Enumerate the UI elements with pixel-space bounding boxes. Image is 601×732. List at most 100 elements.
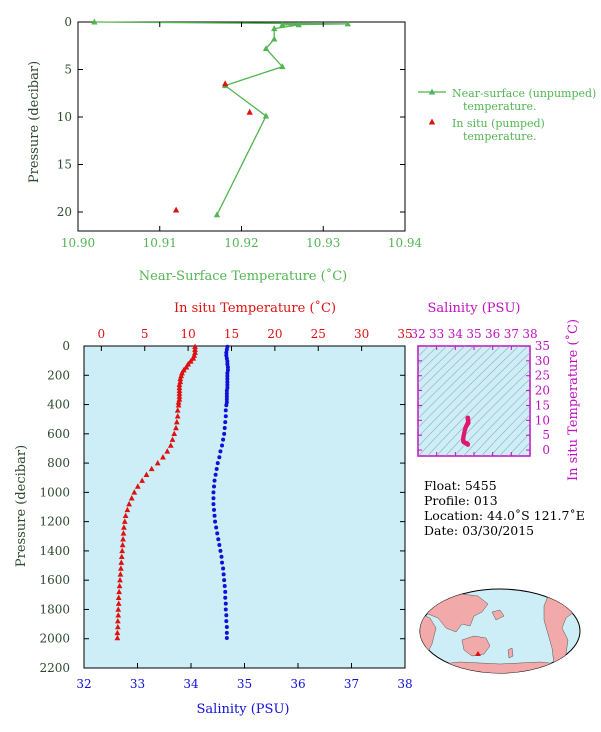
near-surface-point bbox=[279, 63, 286, 70]
near-surface-xtick-label: 10.93 bbox=[306, 236, 340, 250]
salinity-point bbox=[225, 376, 230, 381]
salinity-tick-label: 34 bbox=[183, 677, 199, 691]
temperature-point bbox=[143, 471, 150, 478]
in-situ-point bbox=[222, 80, 229, 87]
salinity-tick-label: 35 bbox=[237, 677, 252, 691]
near-surface-point bbox=[344, 20, 351, 27]
salinity-tick-label: 36 bbox=[290, 677, 305, 691]
temperature-point bbox=[164, 448, 171, 454]
ts-xtick-label: 34 bbox=[448, 327, 464, 341]
pressure-tick-label: 400 bbox=[47, 398, 70, 412]
ts-plot-area bbox=[417, 345, 531, 457]
salinity-point bbox=[222, 425, 227, 430]
near-surface-xlabel: Near-Surface Temperature (˚C) bbox=[139, 268, 347, 284]
density-isoline bbox=[418, 346, 511, 438]
near-surface-ytick-label: 0 bbox=[64, 15, 72, 29]
temperature-tick-label: 10 bbox=[180, 327, 195, 341]
temperature-tick-label: 30 bbox=[354, 327, 369, 341]
legend-label-near-surface: Near-surface (unpumped) bbox=[452, 87, 596, 100]
salinity-point bbox=[224, 350, 229, 355]
temperature-point bbox=[126, 500, 132, 507]
ts-ytick-label: 35 bbox=[535, 339, 550, 353]
salinity-point bbox=[211, 502, 216, 507]
salinity-point bbox=[222, 431, 227, 436]
temperature-point bbox=[183, 364, 190, 370]
temperature-point bbox=[176, 387, 183, 393]
ts-xlabel: Salinity (PSU) bbox=[428, 301, 521, 316]
ts-points bbox=[460, 415, 471, 447]
salinity-point bbox=[216, 537, 221, 542]
salinity-point bbox=[222, 578, 227, 583]
salinity-point bbox=[224, 625, 229, 630]
legend-label-in-situ-2: temperature. bbox=[463, 130, 537, 143]
temperature-point bbox=[176, 390, 183, 396]
salinity-point bbox=[222, 584, 227, 589]
temperature-point bbox=[119, 541, 126, 548]
float-info: Float: 5455 Profile: 013 Location: 44.0˚… bbox=[424, 478, 585, 538]
salinity-point bbox=[215, 531, 220, 536]
near-surface-xtick-label: 10.90 bbox=[61, 236, 95, 250]
temperature-point bbox=[192, 343, 198, 349]
near-surface-point bbox=[262, 45, 270, 52]
near-surface-point bbox=[279, 21, 286, 28]
pressure-tick-label: 1200 bbox=[39, 515, 70, 529]
temperature-point bbox=[128, 495, 135, 501]
temperature-point bbox=[120, 530, 127, 536]
float-location-marker bbox=[475, 651, 481, 656]
salinity-point bbox=[225, 371, 230, 376]
temperature-point bbox=[174, 413, 181, 419]
temperature-point bbox=[154, 459, 161, 466]
near-surface-point bbox=[91, 18, 98, 25]
temperature-point bbox=[118, 559, 125, 565]
salinity-point bbox=[213, 472, 218, 477]
near-surface-xtick-label: 10.92 bbox=[224, 236, 258, 250]
ts-ylabel: In situ Temperature (˚C) bbox=[565, 319, 581, 481]
pressure-tick-label: 1000 bbox=[39, 485, 70, 499]
salinity-point bbox=[214, 466, 219, 471]
temperature-point bbox=[173, 424, 179, 431]
density-isoline bbox=[463, 387, 530, 456]
ts-point bbox=[465, 442, 471, 447]
pressure-tick-label: 2000 bbox=[39, 632, 70, 646]
salinity-point bbox=[223, 408, 228, 413]
temperature-point bbox=[174, 407, 181, 413]
temperature-tick-label: 15 bbox=[224, 327, 239, 341]
near-surface-ytick-label: 20 bbox=[57, 205, 72, 219]
location-map bbox=[419, 588, 581, 674]
salinity-point bbox=[225, 359, 230, 364]
salinity-point bbox=[212, 507, 217, 512]
temperature-point bbox=[117, 571, 124, 577]
salinity-point bbox=[223, 607, 228, 612]
near-surface-point bbox=[262, 112, 270, 119]
near-surface-ylabel: Pressure (decibar) bbox=[27, 61, 42, 183]
profile-top-xlabel: In situ Temperature (˚C) bbox=[174, 300, 336, 316]
legend-marker-near-surface bbox=[428, 88, 436, 95]
near-surface-point bbox=[213, 211, 221, 218]
salinity-point bbox=[212, 513, 217, 518]
near-surface-ytick-label: 5 bbox=[64, 63, 72, 77]
near-surface-chart: 10.90 10.91 10.92 10.93 10.94 0 5 10 15 20 Near-S… bbox=[27, 15, 596, 284]
in-situ-point bbox=[246, 108, 253, 115]
temperature-point bbox=[171, 430, 178, 437]
temperature-point bbox=[148, 465, 155, 472]
ts-ytick-label: 20 bbox=[535, 384, 550, 398]
temperature-point bbox=[139, 477, 146, 483]
temperature-point bbox=[119, 547, 126, 554]
near-surface-point bbox=[271, 35, 278, 42]
salinity-point bbox=[225, 374, 230, 379]
temperature-tick-label: 25 bbox=[311, 327, 326, 341]
temperature-tick-label: 5 bbox=[141, 327, 149, 341]
salinity-point bbox=[224, 397, 229, 402]
temperature-point bbox=[173, 418, 180, 425]
salinity-point bbox=[211, 496, 216, 501]
ts-ytick-label: 30 bbox=[535, 354, 550, 368]
float-location: Location: 44.0˚S 121.7˚E bbox=[424, 508, 585, 523]
near-surface-legend: Near-surface (unpumped)temperature.In si… bbox=[418, 87, 596, 143]
temperature-point bbox=[122, 512, 129, 519]
salinity-tick-label: 33 bbox=[130, 677, 145, 691]
density-isoline bbox=[418, 346, 493, 420]
near-surface-line bbox=[94, 21, 348, 216]
temperature-point bbox=[187, 358, 194, 364]
land-islands bbox=[491, 609, 514, 659]
near-surface-xtick-label: 10.94 bbox=[388, 236, 423, 250]
